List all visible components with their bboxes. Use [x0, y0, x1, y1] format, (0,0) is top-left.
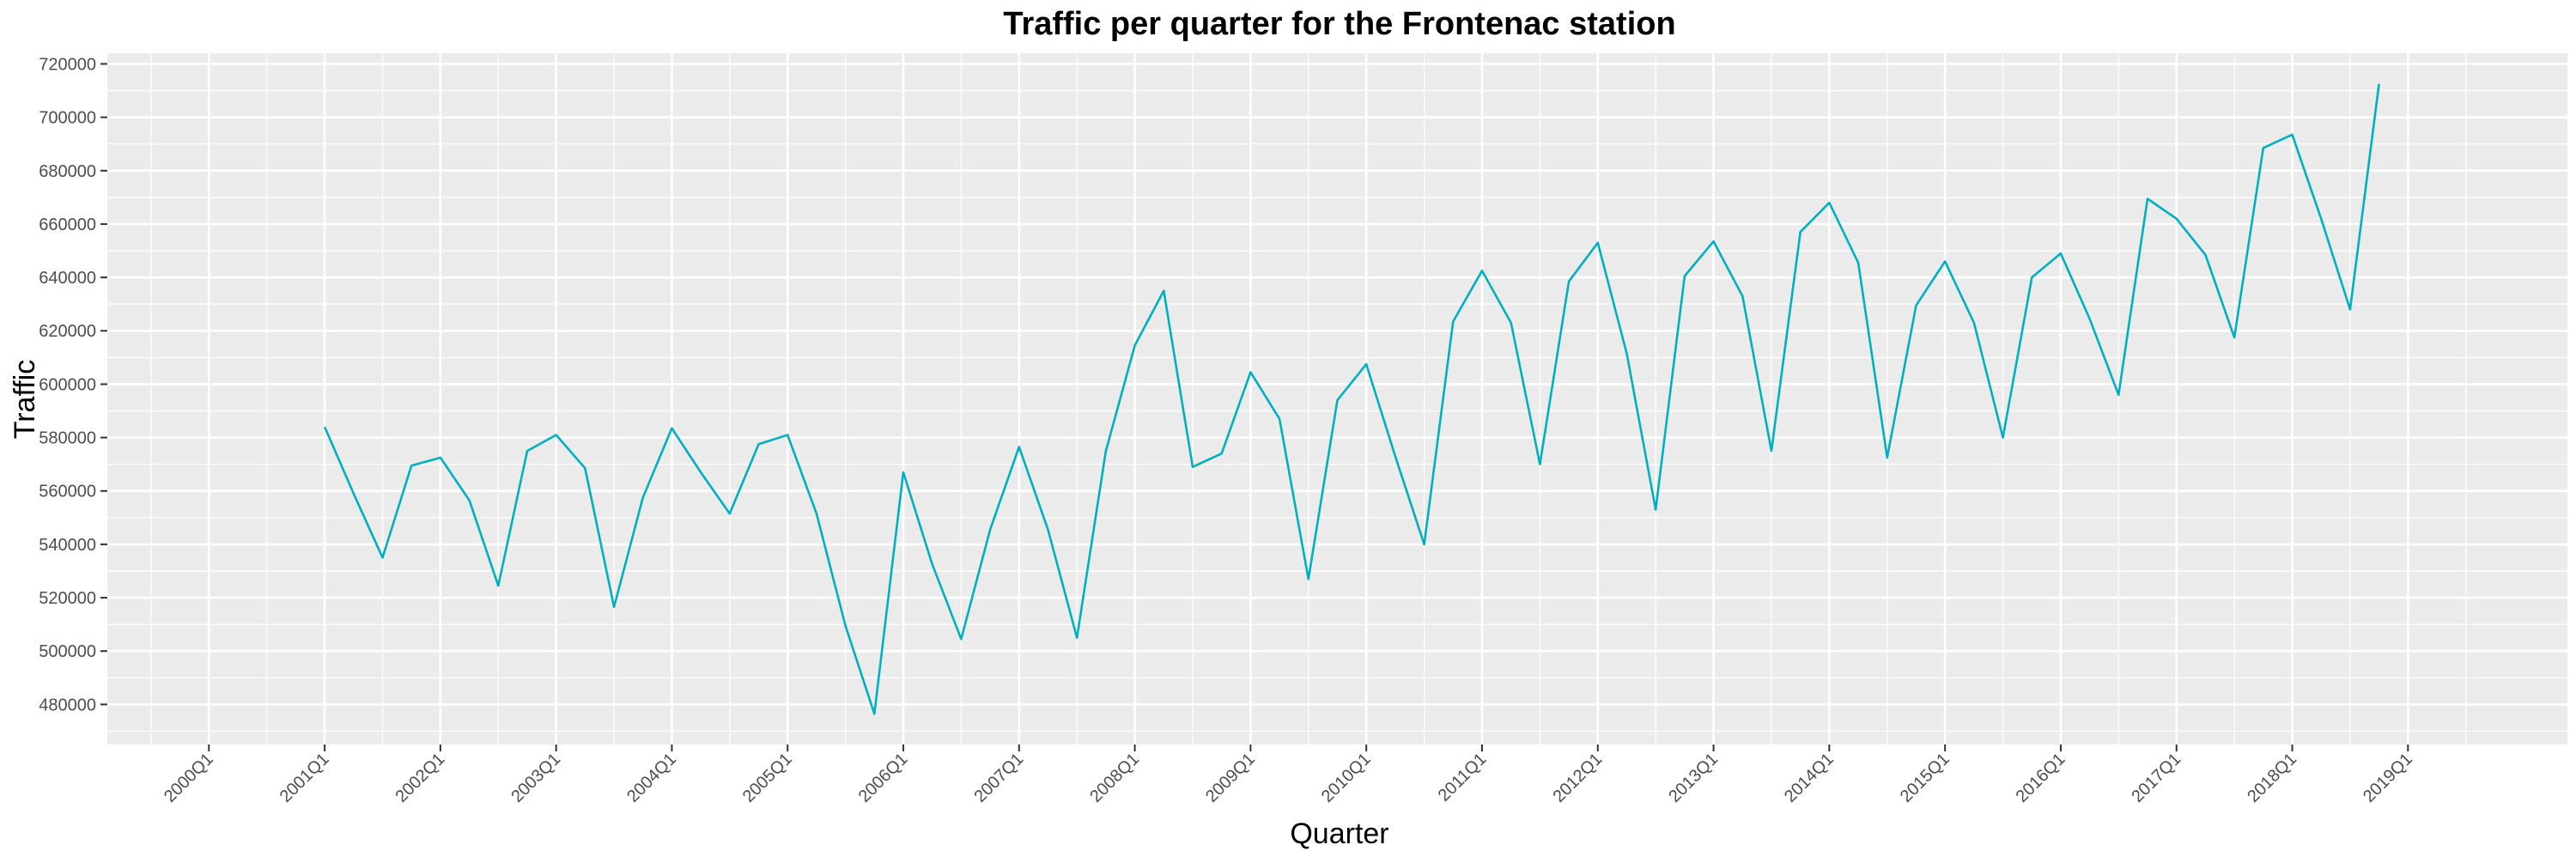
x-tick-label: 2017Q1 [2128, 750, 2184, 806]
x-tick-label: 2008Q1 [1086, 750, 1143, 806]
y-tick-label: 520000 [39, 589, 96, 608]
series-layer [323, 83, 2380, 715]
y-tick-label: 580000 [39, 429, 96, 448]
major-gridlines [107, 53, 2567, 744]
x-tick-label: 2015Q1 [1897, 750, 1953, 806]
x-tick-label: 2004Q1 [623, 750, 680, 806]
x-tick-label: 2018Q1 [2244, 750, 2300, 806]
series-line [323, 83, 2380, 715]
y-axis: 480000 500000 520000 540000 560000 580000 6000… [39, 55, 107, 714]
y-tick-label: 720000 [39, 55, 96, 74]
x-tick-label: 2006Q1 [855, 750, 912, 806]
x-tick-label: 2005Q1 [739, 750, 796, 806]
x-axis: 2000Q1 2001Q1 2002Q1 2003Q1 2004Q1 2005Q1 2006… [161, 744, 2416, 806]
x-tick-label: 2010Q1 [1318, 750, 1375, 806]
y-tick-label: 500000 [39, 642, 96, 661]
x-tick-label: 2012Q1 [1549, 750, 1606, 806]
x-axis-title: Quarter [1290, 817, 1388, 850]
y-tick-label: 560000 [39, 483, 96, 501]
x-tick-label: 2013Q1 [1665, 750, 1722, 806]
y-tick-label: 540000 [39, 536, 96, 555]
y-tick-label: 700000 [39, 109, 96, 128]
x-tick-label: 2007Q1 [970, 750, 1027, 806]
y-tick-label: 640000 [39, 269, 96, 288]
x-tick-label: 2003Q1 [507, 750, 564, 806]
x-tick-label: 2019Q1 [2360, 750, 2416, 806]
y-tick-label: 600000 [39, 375, 96, 394]
chart-title: Traffic per quarter for the Frontenac st… [1003, 6, 1675, 42]
x-tick-label: 2002Q1 [392, 750, 449, 806]
x-tick-label: 2001Q1 [276, 750, 333, 806]
x-tick-label: 2014Q1 [1781, 750, 1838, 806]
y-tick-label: 660000 [39, 216, 96, 234]
x-tick-label: 2009Q1 [1202, 750, 1259, 806]
minor-gridlines [107, 53, 2567, 744]
y-tick-label: 680000 [39, 162, 96, 181]
x-tick-label: 2016Q1 [2013, 750, 2069, 806]
y-axis-title: Traffic [9, 360, 41, 440]
x-tick-label: 2011Q1 [1435, 750, 1491, 805]
y-tick-label: 480000 [39, 696, 96, 714]
x-tick-label: 2000Q1 [161, 750, 217, 806]
y-tick-label: 620000 [39, 322, 96, 341]
